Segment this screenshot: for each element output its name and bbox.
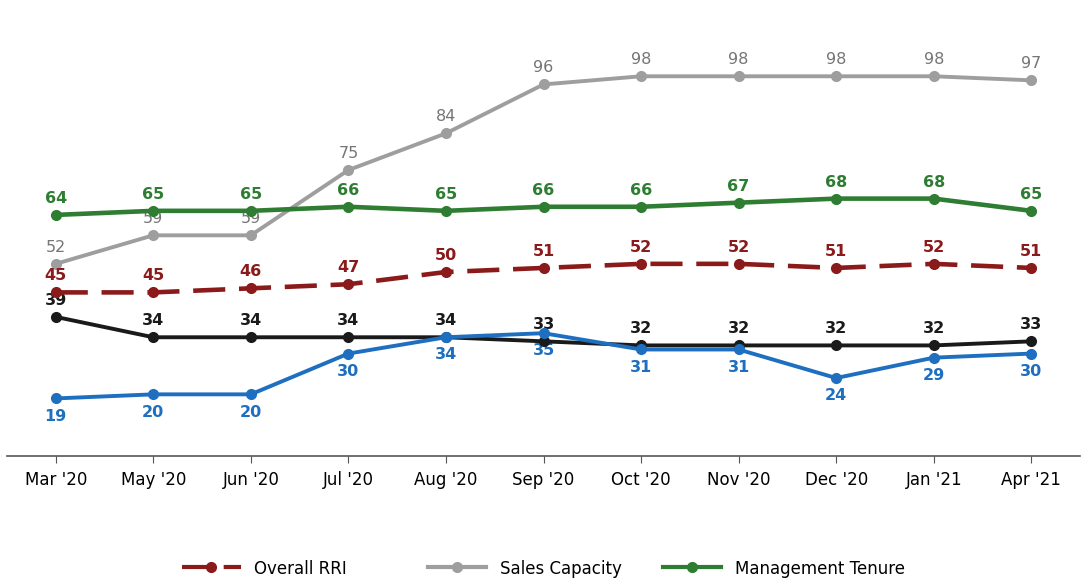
Text: 66: 66 — [533, 183, 554, 198]
Text: 32: 32 — [630, 321, 652, 336]
Text: 51: 51 — [533, 244, 554, 259]
Text: 31: 31 — [630, 360, 652, 375]
Text: 65: 65 — [240, 187, 262, 202]
Text: 68: 68 — [923, 175, 945, 190]
Text: 98: 98 — [924, 53, 944, 67]
Text: 98: 98 — [728, 53, 749, 67]
Text: 98: 98 — [826, 53, 847, 67]
Text: 34: 34 — [435, 313, 457, 328]
Text: 59: 59 — [240, 211, 261, 227]
Text: 20: 20 — [142, 405, 164, 419]
Text: 64: 64 — [45, 191, 66, 206]
Text: 50: 50 — [435, 248, 457, 263]
Text: 31: 31 — [727, 360, 750, 375]
Text: 66: 66 — [630, 183, 652, 198]
Text: 51: 51 — [1021, 244, 1042, 259]
Text: 30: 30 — [337, 364, 360, 379]
Text: 65: 65 — [1021, 187, 1042, 202]
Text: 52: 52 — [46, 240, 66, 255]
Text: 32: 32 — [825, 321, 847, 336]
Text: 65: 65 — [435, 187, 457, 202]
Text: 59: 59 — [143, 211, 163, 227]
Text: 30: 30 — [1021, 364, 1042, 379]
Text: 75: 75 — [338, 146, 359, 161]
Text: 39: 39 — [45, 293, 66, 308]
Text: 35: 35 — [533, 343, 554, 359]
Text: 45: 45 — [142, 269, 164, 283]
Text: 52: 52 — [727, 240, 750, 255]
Text: 67: 67 — [727, 179, 750, 194]
Text: 66: 66 — [337, 183, 360, 198]
Text: 98: 98 — [630, 53, 651, 67]
Text: 96: 96 — [534, 61, 553, 75]
Text: 32: 32 — [727, 321, 750, 336]
Text: 68: 68 — [825, 175, 847, 190]
Text: 34: 34 — [240, 313, 262, 328]
Text: 32: 32 — [923, 321, 945, 336]
Text: 34: 34 — [142, 313, 164, 328]
Text: 84: 84 — [436, 109, 457, 124]
Text: 33: 33 — [1021, 317, 1042, 332]
Text: 24: 24 — [825, 388, 847, 403]
Text: 97: 97 — [1021, 57, 1041, 71]
Text: 20: 20 — [240, 405, 262, 419]
Text: 34: 34 — [435, 347, 457, 363]
Text: 45: 45 — [45, 269, 66, 283]
Text: 47: 47 — [337, 260, 360, 275]
Legend: Overall RRI, Financial Health, Sales Capacity, Product Mix, Management Tenure: Overall RRI, Financial Health, Sales Cap… — [183, 559, 904, 584]
Text: 65: 65 — [142, 187, 164, 202]
Text: 34: 34 — [337, 313, 360, 328]
Text: 52: 52 — [630, 240, 652, 255]
Text: 19: 19 — [45, 409, 66, 423]
Text: 51: 51 — [825, 244, 847, 259]
Text: 52: 52 — [923, 240, 945, 255]
Text: 46: 46 — [240, 265, 262, 279]
Text: 33: 33 — [533, 317, 554, 332]
Text: 29: 29 — [923, 368, 945, 383]
